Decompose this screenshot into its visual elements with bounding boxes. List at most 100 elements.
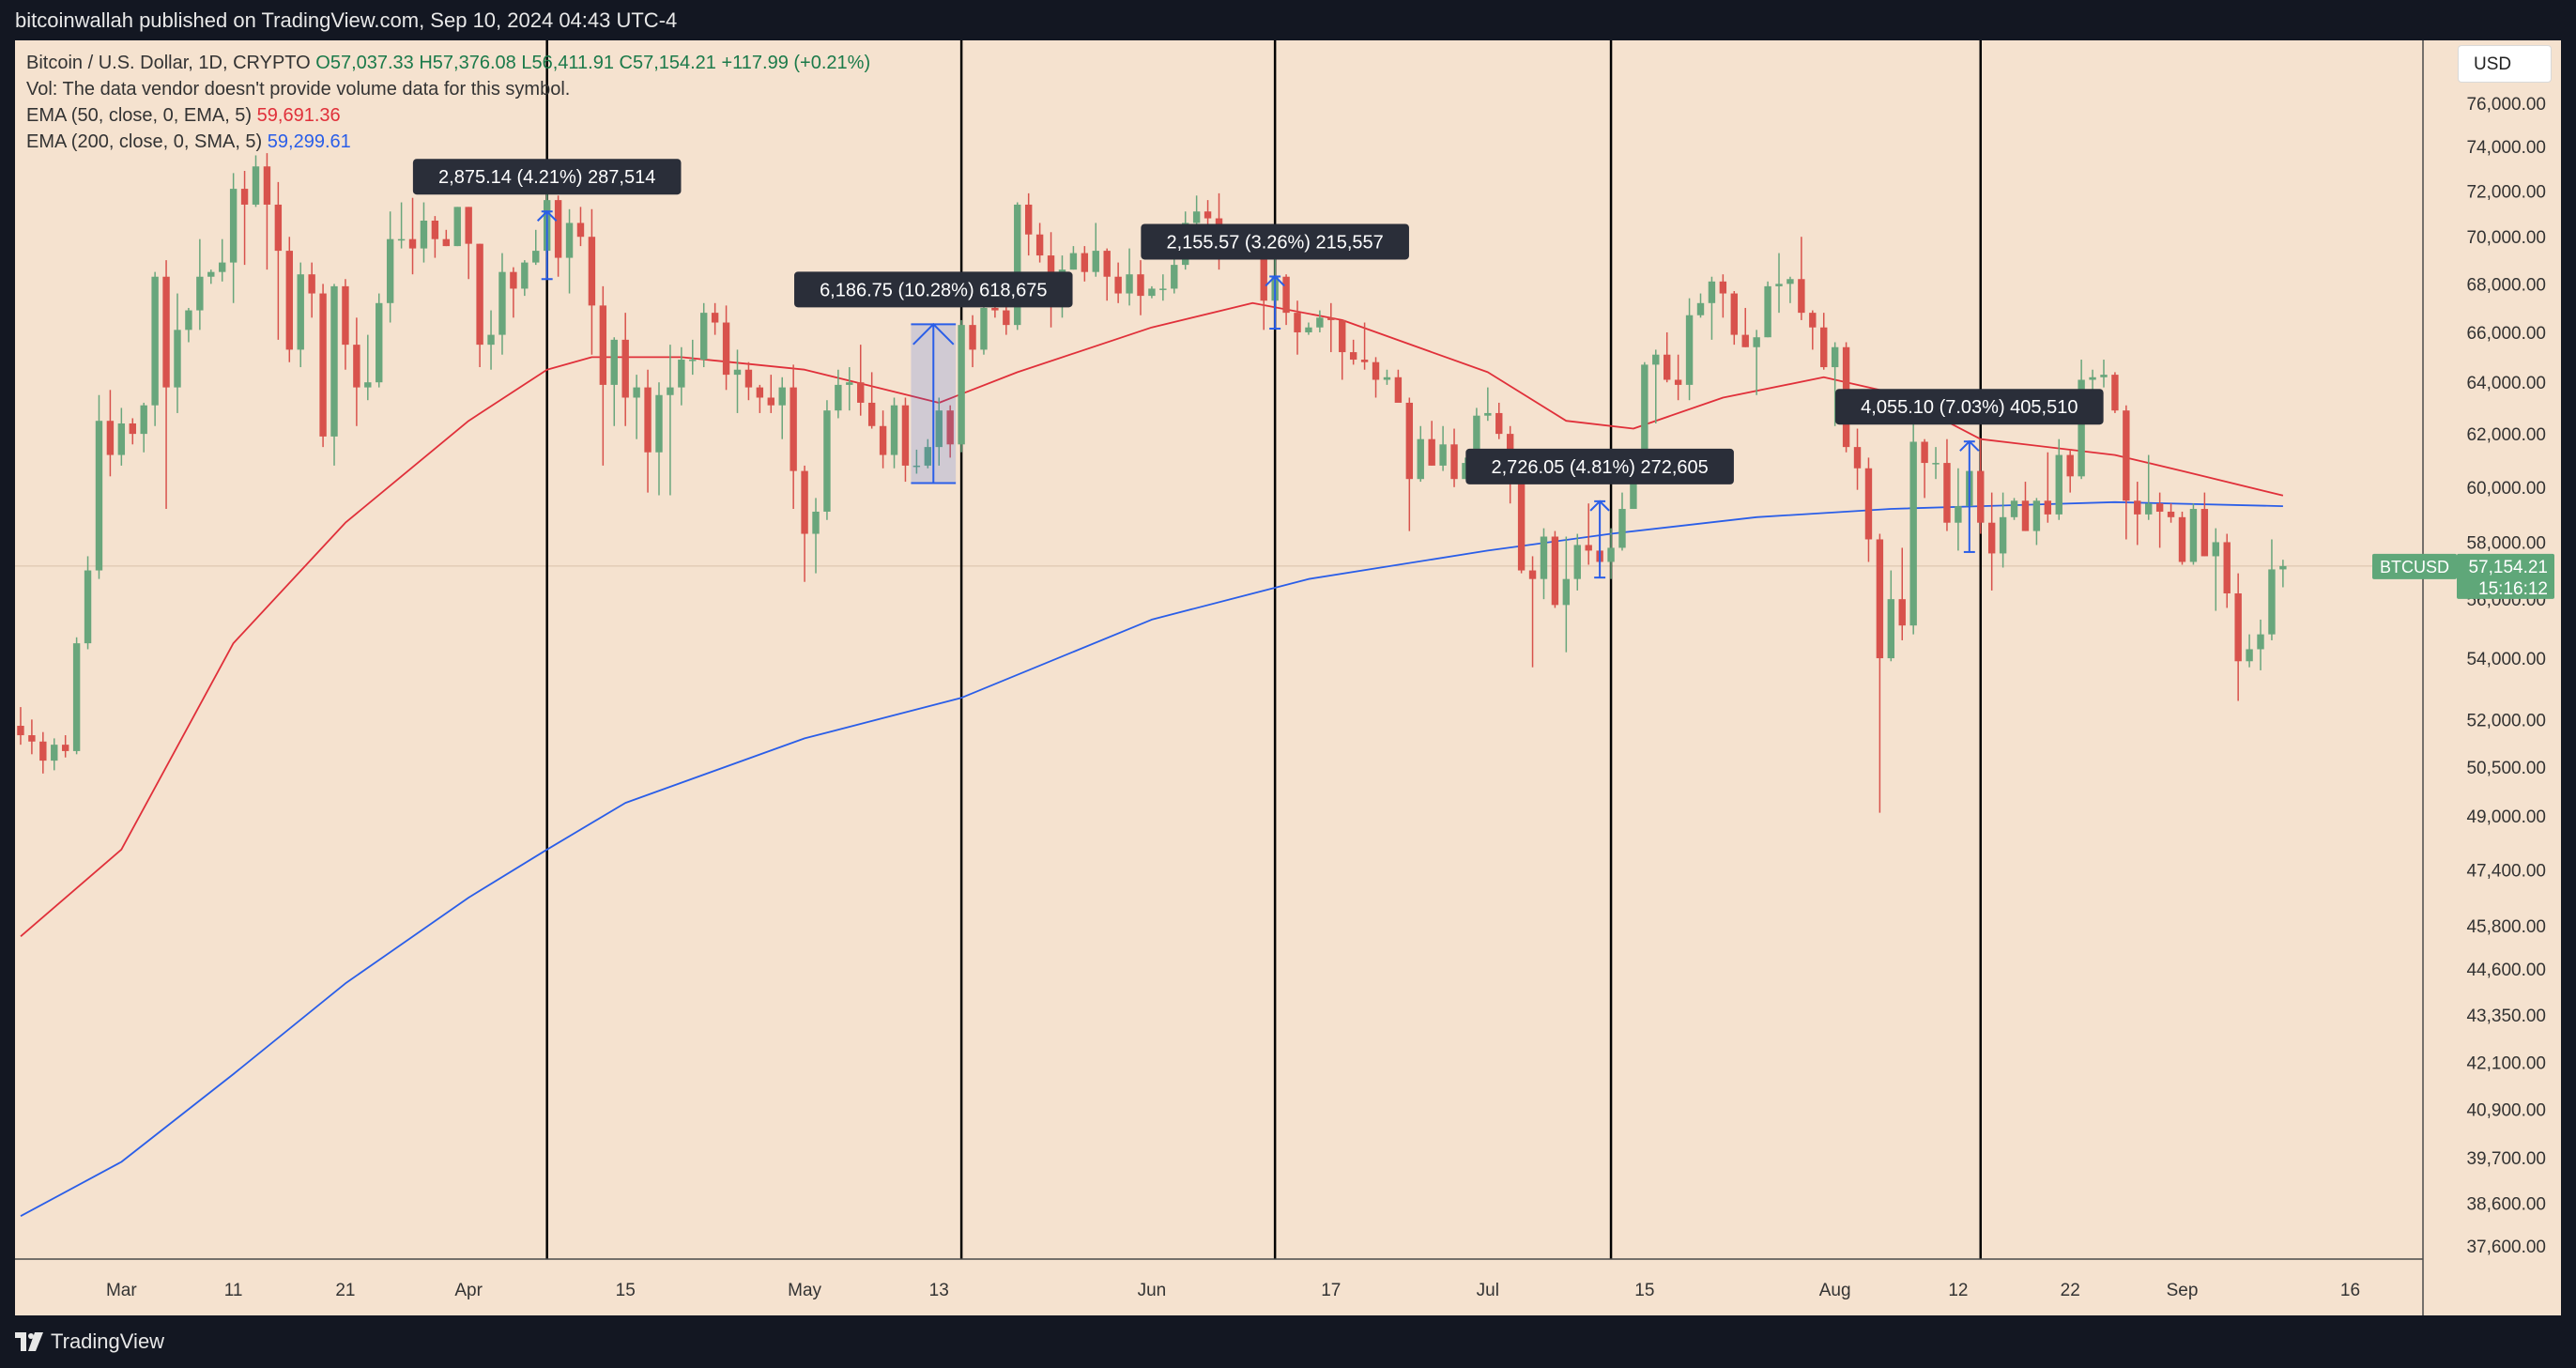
candle xyxy=(498,253,506,355)
candle-body xyxy=(2212,542,2219,557)
candle xyxy=(1999,492,2007,568)
candle xyxy=(1607,528,1615,579)
candle-body xyxy=(667,387,674,395)
legend-ema200[interactable]: EMA (200, close, 0, SMA, 5) 59,299.61 xyxy=(26,129,870,155)
candle-body xyxy=(711,313,719,323)
candle xyxy=(1405,397,1414,531)
candle-body xyxy=(2055,454,2062,515)
y-tick-label: 70,000.00 xyxy=(2466,228,2546,248)
candle-body xyxy=(1047,255,1055,286)
candle xyxy=(1517,473,1526,574)
candle xyxy=(1674,354,1682,401)
y-tick-label: 58,000.00 xyxy=(2466,533,2546,553)
candle-body xyxy=(1014,204,1021,326)
ema200-line xyxy=(20,500,2283,1217)
candle-body xyxy=(576,223,585,238)
candle xyxy=(857,345,865,416)
candle xyxy=(2234,573,2242,701)
candle-body xyxy=(2089,377,2096,380)
candle xyxy=(890,397,898,469)
candle-body xyxy=(1428,438,1435,466)
candle xyxy=(408,197,417,275)
candle-body xyxy=(140,405,147,435)
candle xyxy=(1540,528,1548,600)
candle-body xyxy=(2246,649,2253,662)
candle xyxy=(958,319,965,453)
candle-body xyxy=(420,220,428,249)
x-tick-label: Mar xyxy=(106,1281,137,1300)
vertical-lines xyxy=(545,40,1983,1259)
candle-body xyxy=(2021,500,2030,531)
candle-body xyxy=(2078,379,2085,477)
y-tick-label: 68,000.00 xyxy=(2466,275,2546,295)
candle-body xyxy=(2155,503,2164,512)
legend-ema50[interactable]: EMA (50, close, 0, EMA, 5) 59,691.36 xyxy=(26,102,870,129)
candle xyxy=(285,237,293,362)
y-tick-label: 76,000.00 xyxy=(2466,95,2546,115)
y-tick-label: 54,000.00 xyxy=(2466,650,2546,669)
candle xyxy=(1853,428,1862,490)
candle xyxy=(912,449,921,474)
candle xyxy=(2032,498,2041,546)
y-tick-label: 39,700.00 xyxy=(2466,1149,2546,1169)
candle-body xyxy=(285,251,293,350)
x-tick-label: 13 xyxy=(929,1281,949,1300)
candle xyxy=(1798,237,1805,320)
candle-body xyxy=(599,305,607,385)
candle xyxy=(453,207,461,247)
currency-selector[interactable]: USD xyxy=(2458,45,2552,83)
candle xyxy=(1428,421,1435,466)
measurement: 2,875.14 (4.21%) 287,514 xyxy=(412,159,682,281)
candle xyxy=(576,207,585,247)
candle-body xyxy=(151,276,159,406)
candle-body xyxy=(1024,204,1033,235)
candle-body xyxy=(2010,500,2018,517)
candle-body xyxy=(1192,211,1201,223)
ema50-label: EMA (50, close, 0, EMA, 5) xyxy=(26,105,253,126)
measurement-arrow-icon xyxy=(536,209,558,222)
candle-body xyxy=(229,189,238,263)
candle-body xyxy=(397,238,406,241)
candle xyxy=(946,405,954,458)
candle-body xyxy=(1674,379,1682,385)
candle xyxy=(2123,405,2130,540)
candle xyxy=(1383,369,1391,385)
candle-body xyxy=(1585,545,1592,551)
candle-body xyxy=(84,570,92,644)
measurement-label-box xyxy=(794,271,1073,308)
price-tag: BTCUSD 57,154.21 15:16:12 xyxy=(2372,553,2554,599)
candle-body xyxy=(801,470,808,534)
candle xyxy=(1484,387,1492,422)
candle xyxy=(1439,425,1447,471)
candle xyxy=(1573,533,1581,591)
candle-body xyxy=(2134,500,2141,515)
candle xyxy=(1921,438,1928,499)
price-chart[interactable]: 2,875.14 (4.21%) 287,514 6,186.75 (10.28%… xyxy=(15,40,2561,1315)
candle xyxy=(510,267,517,318)
candle xyxy=(1955,468,1962,551)
candle xyxy=(1495,402,1503,439)
candle xyxy=(2010,498,2018,520)
candle xyxy=(2111,372,2119,413)
candle xyxy=(879,410,887,469)
measurement-tools: 2,875.14 (4.21%) 287,514 6,186.75 (10.28%… xyxy=(412,159,2104,579)
x-tick-label: Jul xyxy=(1477,1281,1499,1300)
candle xyxy=(61,735,69,758)
candle xyxy=(2212,528,2219,611)
measurement-label: 2,155.57 (3.26%) 215,557 xyxy=(1167,232,1384,253)
candle xyxy=(1126,248,1133,306)
candle xyxy=(1786,276,1794,303)
candle-body xyxy=(386,238,394,303)
candle-body xyxy=(1528,570,1537,579)
candle xyxy=(2268,539,2276,640)
candle-body xyxy=(835,384,842,411)
candle-body xyxy=(1708,281,1716,303)
candle xyxy=(364,334,372,401)
candle xyxy=(1820,313,1828,370)
candle xyxy=(588,208,596,355)
candle xyxy=(1887,570,1895,662)
candle xyxy=(1741,307,1749,347)
candle xyxy=(229,173,238,303)
candle-body xyxy=(2100,375,2108,377)
y-tick-label: 42,100.00 xyxy=(2466,1054,2546,1074)
